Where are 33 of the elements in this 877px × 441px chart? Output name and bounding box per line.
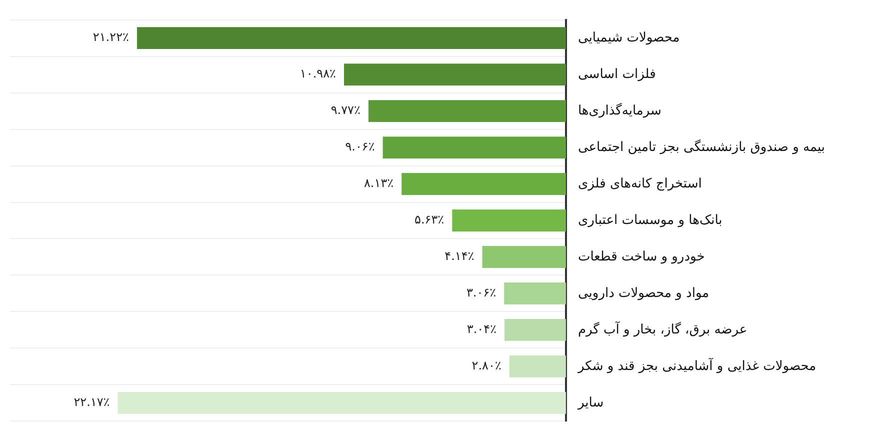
- data-label: ۳.۰۶٪: [466, 286, 496, 300]
- bar: [382, 136, 566, 158]
- data-label: ۹.۷۷٪: [330, 103, 360, 118]
- data-label: ۵.۶۳٪: [414, 212, 444, 227]
- data-label: ۲۲.۱۷٪: [74, 395, 110, 410]
- data-label: ۹.۰۶٪: [345, 140, 375, 154]
- bar: [136, 27, 566, 49]
- bar: [118, 392, 566, 414]
- bar: [509, 356, 566, 378]
- bar: [504, 319, 566, 341]
- y-tick-label: فلزات اساسی: [578, 66, 656, 82]
- bar: [504, 282, 566, 304]
- data-label: ۴.۱۴٪: [444, 249, 474, 264]
- data-label: ۲۱.۲۲٪: [92, 30, 129, 44]
- bar: [402, 173, 566, 195]
- data-label: ۸.۱۳٪: [364, 176, 394, 190]
- data-label: ۲.۸۰٪: [472, 358, 502, 373]
- y-tick-label: محصولات غذایی و آشامیدنی بجز قند و شکر: [576, 356, 816, 374]
- y-tick-label: عرضه برق، گاز، بخار و آب گرم: [578, 320, 748, 338]
- y-tick-label: خودرو و ساخت قطعات: [578, 249, 705, 264]
- y-tick-label: سرمایه‌گذاری‌ها: [578, 102, 662, 118]
- y-tick-label: محصولات شیمیایی: [578, 30, 680, 46]
- y-tick-label: استخراج کانه‌های فلزی: [578, 176, 702, 192]
- data-label: ۱۰.۹۸٪: [300, 66, 336, 81]
- y-tick-label: سایر: [576, 395, 604, 410]
- y-tick-label: بیمه و صندوق بازنشستگی بجز تامین اجتماعی: [578, 138, 826, 155]
- bar: [482, 246, 566, 268]
- data-label: ۳.۰۴٪: [466, 322, 497, 336]
- y-tick-label: بانک‌ها و موسسات اعتباری: [578, 212, 722, 228]
- y-tick-label: مواد و محصولات دارویی: [578, 286, 710, 301]
- bar: [452, 210, 566, 232]
- bar: [368, 100, 566, 122]
- bar: [344, 64, 566, 86]
